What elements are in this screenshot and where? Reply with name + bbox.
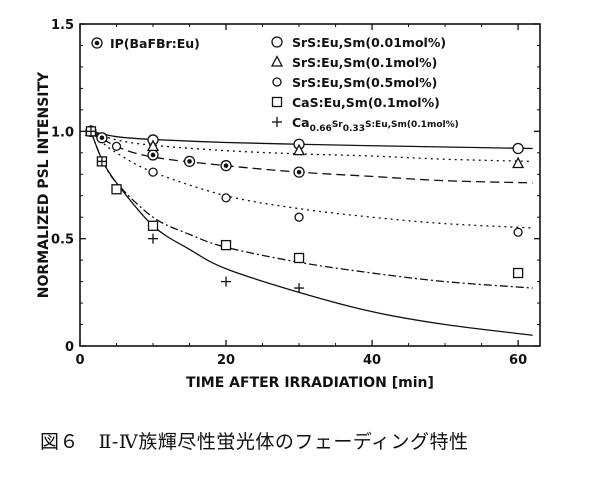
fit-curves: [90, 130, 533, 336]
y-tick-label: 1.5: [51, 18, 74, 33]
fit-curve-4: [90, 131, 533, 289]
data-point-s0: [183, 155, 196, 168]
data-point-s0: [220, 160, 232, 172]
data-point-s4: [293, 252, 305, 264]
legend-label-4: CaS:Eu,Sm(0.1mol%): [292, 95, 440, 110]
marker-circle-inner: [150, 152, 156, 158]
legend-label-2: SrS:Eu,Sm(0.1mol%): [292, 55, 437, 70]
y-tick-label: 0: [65, 340, 74, 355]
marker-circle-inner: [99, 135, 105, 141]
y-axis-label: NORMALIZED PSL INTENSITY: [36, 71, 52, 298]
data-point-s0: [96, 132, 108, 144]
legend: IP(BaFBr:Eu) SrS:Eu,Sm(0.01mol%) SrS:Eu,Sm…: [91, 35, 459, 134]
data-point-s0: [293, 166, 305, 178]
legend-marker-0: [91, 37, 103, 49]
fit-curve-0: [90, 130, 533, 184]
legend-label-1: SrS:Eu,Sm(0.01mol%): [292, 35, 446, 50]
data-point-s2: [146, 139, 160, 152]
marker-triangle: [270, 55, 284, 67]
marker-square: [293, 252, 305, 264]
marker-circle: [271, 36, 283, 48]
marker-circle: [512, 142, 524, 155]
data-point-s4: [147, 220, 159, 231]
legend-label-3: SrS:Eu,Sm(0.5mol%): [292, 75, 437, 90]
data-point-s5: [96, 156, 107, 167]
legend-marker-5: [272, 117, 282, 127]
figure-caption: 図６ Ⅱ-Ⅳ族輝尽性蛍光体のフェーディング特性: [40, 431, 469, 453]
x-tick-label: 40: [363, 353, 381, 368]
marker-square: [271, 96, 283, 108]
data-point-s5: [148, 233, 159, 244]
marker-circle-small: [272, 77, 282, 87]
marker-square: [147, 220, 159, 231]
legend-marker-2: [270, 55, 284, 67]
fit-curve-1: [90, 130, 533, 150]
legend-label-5: Ca0.66Sr0.33S:Eu,Sm(0.1mol%): [292, 115, 459, 134]
data-point-s3: [294, 212, 304, 222]
data-point-s3: [111, 141, 122, 152]
data-point-s3: [148, 167, 158, 177]
marker-circle-inner: [187, 159, 192, 164]
marker-triangle: [146, 139, 160, 152]
x-tick-label: 0: [75, 353, 84, 368]
marker-circle-inner: [223, 163, 229, 168]
fit-curve-3: [90, 130, 533, 229]
legend-marker-1: [271, 36, 283, 48]
x-tick-label: 60: [509, 353, 527, 368]
data-point-s0: [147, 149, 159, 161]
data-point-s2: [292, 143, 306, 156]
marker-circle-small: [221, 193, 231, 203]
data-point-s4: [512, 267, 524, 279]
plot-frame: [79, 23, 541, 347]
marker-circle-small: [111, 141, 122, 152]
data-point-s2: [512, 156, 525, 169]
data-point-s1: [512, 142, 524, 155]
data-point-s5: [221, 276, 232, 287]
x-tick-label: 20: [217, 353, 235, 368]
data-point-s5: [294, 283, 305, 294]
marker-square: [512, 267, 524, 279]
data-point-s3: [221, 193, 231, 203]
y-tick-label: 0.5: [51, 233, 74, 248]
marker-square: [111, 184, 122, 195]
marker-circle-small: [294, 212, 304, 222]
data-point-s4: [111, 184, 122, 195]
legend-marker-3: [272, 77, 282, 87]
marker-triangle: [292, 143, 306, 156]
marker-triangle: [512, 156, 525, 169]
fit-curve-5: [90, 131, 533, 336]
marker-square: [220, 239, 232, 251]
legend-marker-4: [271, 96, 283, 108]
x-axis-label: TIME AFTER IRRADIATION [min]: [186, 375, 434, 391]
data-point-s5: [85, 126, 96, 137]
y-tick-label: 1.0: [51, 125, 74, 140]
marker-circle-small: [148, 167, 158, 177]
axes: 0 20 40 60 0 0.5 1.0 1.5: [51, 18, 541, 368]
fading-chart: 0 20 40 60 0 0.5 1.0 1.5 IP(BaFBr:Eu) SrS:Eu,Sm(…: [36, 18, 541, 391]
data-point-s3: [513, 227, 523, 237]
marker-circle-inner: [94, 40, 100, 46]
marker-circle-inner: [296, 169, 302, 175]
data-point-s4: [220, 239, 232, 251]
data-points: [84, 124, 525, 294]
legend-label-0: IP(BaFBr:Eu): [110, 36, 200, 51]
marker-circle-small: [513, 227, 523, 237]
